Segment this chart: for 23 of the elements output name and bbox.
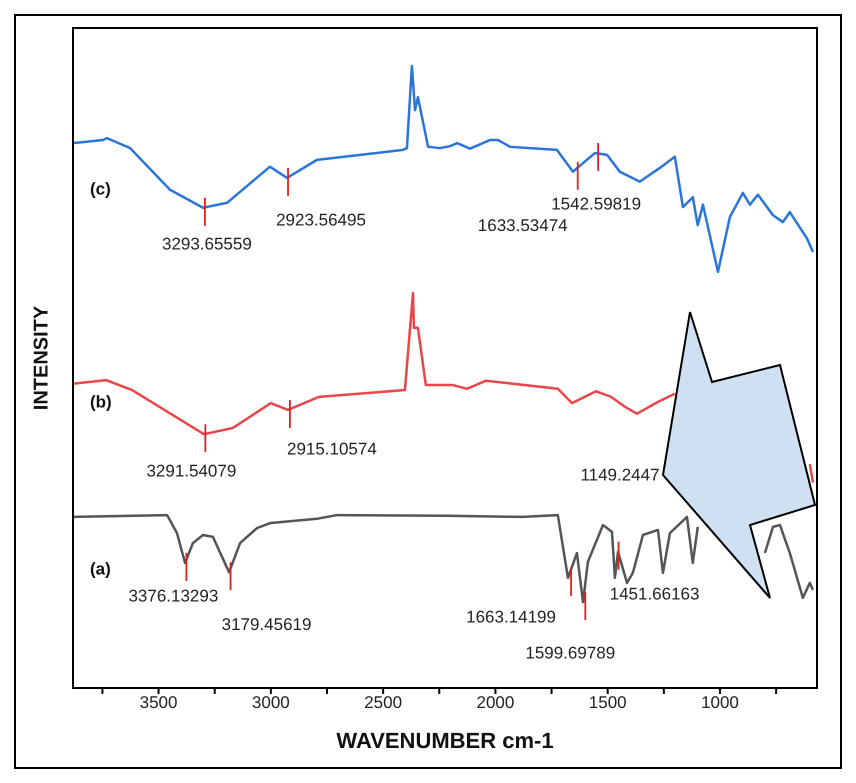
- annotation: 3179.45619: [222, 614, 312, 634]
- annotation: 1542.59819: [551, 194, 642, 214]
- x-tick-label: 1000: [701, 693, 739, 712]
- x-tick-label: 3500: [140, 693, 178, 712]
- x-tick-label: 3000: [252, 693, 290, 712]
- x-tick-label: 1500: [588, 693, 627, 712]
- annotation: 1663.14199: [466, 607, 556, 626]
- annotation: 1599.69789: [525, 644, 616, 663]
- text: (c): [90, 179, 111, 198]
- annotation: 3293.65559: [162, 234, 252, 254]
- text: (a): [90, 559, 111, 578]
- x-axis-title: WAVENUMBER cm-1: [336, 728, 554, 753]
- y-axis-title: INTENSITY: [30, 305, 52, 410]
- x-tick-label: 2000: [476, 693, 514, 712]
- x-tick-label: 2500: [364, 693, 402, 712]
- annotation: 1149.2447: [580, 465, 660, 484]
- annotation: 2923.56495: [276, 210, 366, 230]
- annotation: 1633.53474: [478, 216, 568, 236]
- series-label: (b): [90, 392, 112, 412]
- annotation: 1451.66163: [610, 584, 700, 604]
- annotation: 3376.13293: [128, 586, 218, 606]
- annotation: 3291.54079: [146, 462, 236, 481]
- annotation: 2915.10574: [286, 439, 377, 458]
